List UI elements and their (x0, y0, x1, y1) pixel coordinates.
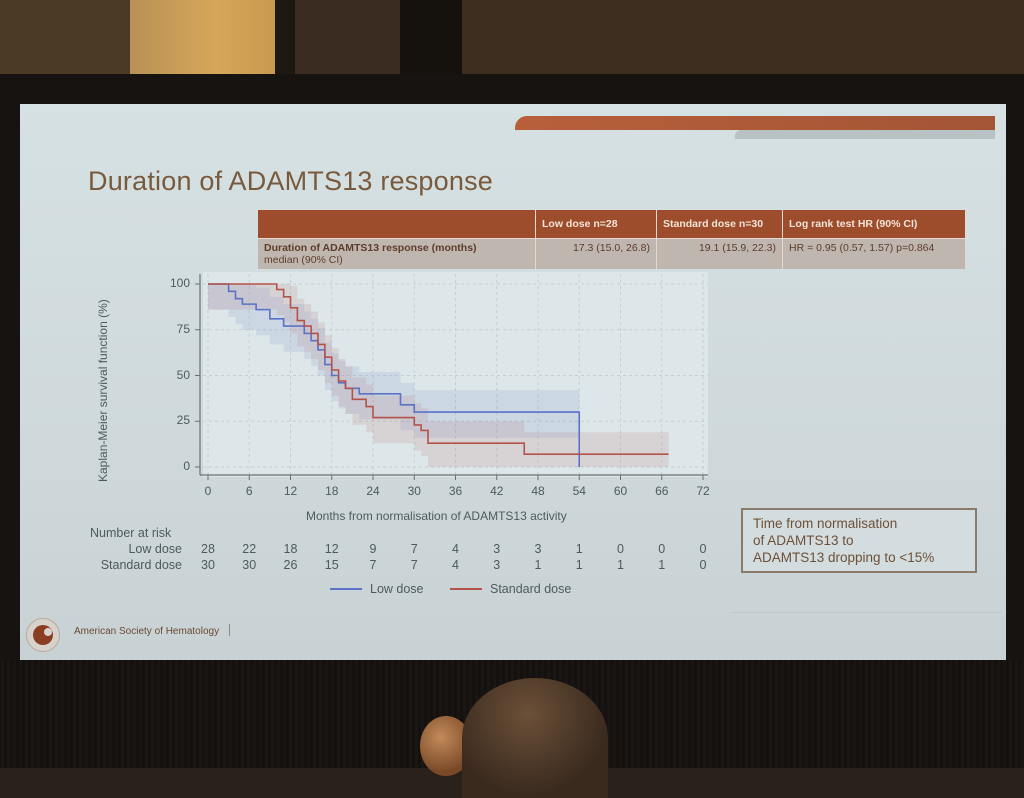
row-label-line1: Duration of ADAMTS13 response (months) (264, 242, 477, 254)
row-label: Duration of ADAMTS13 response (months) m… (258, 238, 536, 269)
cell-standard-dose: 19.1 (15.9, 22.3) (656, 238, 783, 269)
note-line: ADAMTS13 dropping to <15% (753, 550, 935, 565)
cell-low-dose: 17.3 (15.0, 26.8) (535, 238, 657, 269)
definition-note-box: Time from normalisation of ADAMTS13 to A… (741, 508, 977, 573)
y-tick-label: 75 (176, 321, 190, 336)
x-tick-label: 18 (325, 484, 339, 498)
x-axis-label: Months from normalisation of ADAMTS13 ac… (306, 509, 567, 523)
summary-table: Low dose n=28 Standard dose n=30 Log ran… (258, 210, 966, 269)
risk-count: 12 (324, 542, 339, 556)
risk-count: 7 (410, 542, 418, 556)
risk-count: 3 (534, 542, 542, 556)
risk-count: 1 (617, 558, 624, 572)
header-standard-dose: Standard dose n=30 (656, 210, 783, 239)
risk-count: 22 (242, 542, 257, 556)
ash-logo-icon (26, 618, 60, 652)
summary-table-row: Duration of ADAMTS13 response (months) m… (258, 238, 966, 269)
legend-item-low-dose: Low dose (330, 582, 424, 596)
legend-item-standard-dose: Standard dose (450, 582, 571, 596)
risk-count: 7 (410, 558, 418, 572)
risk-count: 1 (534, 558, 542, 572)
audience-member-head (462, 678, 608, 798)
footer-organization: American Society of Hematology (74, 626, 220, 637)
x-tick-label: 42 (490, 484, 504, 498)
risk-count: 30 (242, 558, 257, 572)
risk-count: 26 (283, 558, 298, 572)
slide-title: Duration of ADAMTS13 response (88, 166, 493, 196)
x-tick-label: 36 (448, 484, 463, 498)
risk-count: 7 (369, 558, 377, 572)
x-tick-label: 66 (655, 484, 669, 498)
risk-count: 1 (658, 558, 666, 572)
slide-accent-shadow (735, 130, 995, 139)
risk-count: 0 (617, 542, 624, 556)
risk-count: 0 (699, 542, 707, 556)
x-tick-label: 6 (245, 484, 253, 498)
room-pillar (275, 0, 295, 80)
divider (732, 612, 1002, 613)
y-tick-label: 50 (176, 367, 190, 382)
number-at-risk-heading: Number at risk (90, 526, 172, 540)
risk-count: 9 (369, 542, 377, 556)
risk-count: 3 (493, 558, 501, 572)
x-tick-label: 72 (696, 484, 710, 498)
risk-count: 3 (493, 542, 501, 556)
note-line: of ADAMTS13 to (753, 533, 854, 548)
header-log-rank: Log rank test HR (90% CI) (782, 210, 966, 239)
x-tick-label: 60 (613, 484, 628, 498)
slide-accent-bar (515, 116, 995, 130)
y-tick-label: 100 (169, 276, 190, 290)
room-wall (295, 0, 400, 80)
x-tick-label: 0 (204, 484, 212, 498)
room-pillar (400, 0, 462, 80)
risk-count: 15 (324, 558, 339, 572)
y-tick-label: 0 (183, 459, 190, 473)
legend-swatch-blue (330, 588, 362, 590)
risk-row-label-standard-dose: Standard dose (100, 558, 182, 572)
legend-swatch-red (450, 588, 482, 590)
legend-label: Low dose (370, 582, 424, 596)
risk-count: 4 (452, 542, 459, 556)
room-wall-lit-panel (130, 0, 275, 78)
y-tick-label: 25 (176, 413, 190, 428)
risk-count: 0 (658, 542, 666, 556)
note-line: Time from normalisation (753, 516, 898, 531)
cell-log-rank: HR = 0.95 (0.57, 1.57) p=0.864 (782, 238, 966, 269)
risk-count: 28 (201, 542, 215, 556)
room-wall (0, 0, 130, 78)
presentation-slide: Duration of ADAMTS13 response Low dose n… (20, 104, 1006, 660)
x-tick-label: 12 (283, 484, 298, 498)
header-blank (258, 210, 536, 239)
footer-separator (229, 624, 230, 636)
x-tick-label: 48 (531, 484, 545, 498)
summary-table-header: Low dose n=28 Standard dose n=30 Log ran… (258, 210, 966, 239)
risk-count: 18 (283, 542, 298, 556)
risk-count: 30 (201, 558, 215, 572)
header-low-dose: Low dose n=28 (535, 210, 657, 239)
risk-row-label-low-dose: Low dose (128, 542, 182, 556)
risk-count: 1 (575, 542, 583, 556)
risk-count: 0 (699, 558, 707, 572)
x-tick-label: 30 (407, 484, 421, 498)
risk-count: 4 (452, 558, 459, 572)
row-label-line2: median (90% CI) (264, 254, 343, 266)
x-tick-label: 24 (366, 484, 380, 498)
risk-count: 1 (575, 558, 583, 572)
kaplan-meier-plot (195, 272, 708, 480)
x-tick-label: 54 (572, 484, 586, 498)
legend-label: Standard dose (490, 582, 572, 596)
room-wall (462, 0, 1024, 84)
